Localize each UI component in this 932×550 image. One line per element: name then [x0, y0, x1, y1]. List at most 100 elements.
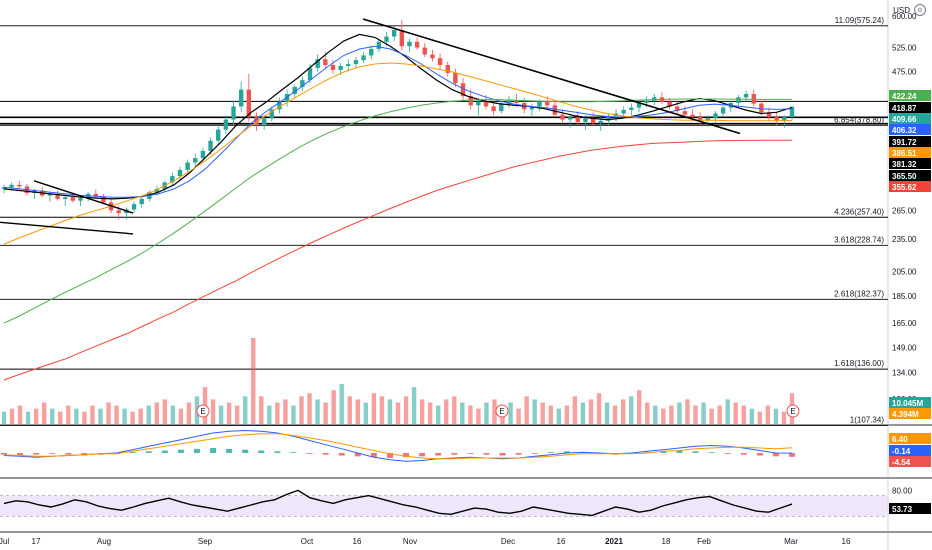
- volume-bar: [717, 405, 722, 424]
- macd-badge-label: -0.14: [892, 447, 911, 456]
- candle-body: [460, 83, 466, 97]
- volume-bar: [492, 399, 497, 424]
- candle-body: [376, 41, 382, 49]
- candle-body: [590, 118, 596, 124]
- volume-bar: [645, 402, 650, 424]
- top-right-controls: USD ⚙: [893, 4, 926, 16]
- date-axis-label: Oct: [301, 537, 314, 546]
- volume-bar: [226, 402, 232, 424]
- candle-body: [307, 67, 313, 81]
- fib-level-label: 4.236(257.40): [834, 207, 884, 216]
- volume-bar: [82, 411, 87, 424]
- date-axis-label: 17: [32, 537, 41, 546]
- candle-body: [300, 80, 305, 87]
- volume-bar: [291, 405, 296, 424]
- earnings-marker-label: E: [790, 407, 795, 416]
- candle-body: [713, 113, 718, 119]
- volume-bar: [387, 399, 393, 424]
- volume-bar: [154, 402, 159, 424]
- macd-histogram-bar: [435, 453, 442, 456]
- moving-average-line: [3, 45, 793, 198]
- price-tick-label: 475.00: [892, 67, 917, 76]
- volume-bar: [709, 408, 714, 424]
- volume-bar: [347, 396, 352, 424]
- price-badge: [889, 124, 931, 135]
- candle-body: [185, 162, 190, 170]
- candle-body: [499, 104, 504, 112]
- candle-body: [116, 210, 121, 214]
- price-badge: [889, 158, 931, 169]
- fib-level-label: 1.618(136.00): [834, 359, 884, 368]
- macd-histogram-bar: [274, 451, 281, 453]
- earnings-marker[interactable]: [786, 404, 800, 418]
- price-badge: [889, 136, 931, 147]
- rsi-badge: [889, 503, 931, 514]
- candle-body: [216, 129, 221, 141]
- volume-bar: [243, 396, 248, 424]
- macd-badge: [889, 433, 931, 444]
- candle-body: [636, 102, 642, 108]
- macd-histogram-bar: [338, 453, 345, 456]
- volume-bar: [572, 396, 578, 424]
- volume-bar: [331, 390, 336, 424]
- volume-bar: [508, 402, 513, 424]
- candle-body: [369, 48, 374, 56]
- price-tick-label: 235.00: [892, 235, 917, 244]
- gear-icon[interactable]: ⚙: [914, 4, 926, 16]
- volume-bar: [74, 408, 79, 424]
- candle-body: [292, 86, 297, 95]
- volume-bar: [379, 396, 385, 424]
- date-axis-label: Mar: [784, 537, 798, 546]
- candle-body: [315, 59, 320, 68]
- price-tick-label: 149.00: [892, 343, 917, 352]
- macd-histogram-bar: [660, 451, 667, 453]
- volume-bar: [138, 408, 143, 424]
- date-axis-label: Jul: [0, 537, 9, 546]
- macd-histogram-bar: [756, 453, 763, 456]
- price-badge-label: 381.32: [892, 160, 917, 169]
- candle-body: [544, 101, 550, 106]
- moving-average-line: [3, 62, 793, 245]
- candle-body: [223, 119, 229, 130]
- rsi-badge-label: 53.73: [892, 505, 913, 514]
- earnings-marker[interactable]: [495, 404, 509, 418]
- macd-histogram-bar: [65, 453, 72, 455]
- macd-histogram-bar: [740, 453, 747, 455]
- volume-bar: [757, 411, 763, 424]
- volume-badge: [889, 397, 931, 408]
- price-tick-label: 600.00: [892, 12, 917, 21]
- macd-histogram-bar: [161, 450, 168, 453]
- macd-histogram-bar: [531, 453, 538, 454]
- candle-body: [583, 118, 588, 123]
- volume-bar: [146, 405, 151, 424]
- macd-histogram-bar: [386, 453, 393, 458]
- price-badge-label: 365.50: [892, 172, 917, 181]
- candle-body: [238, 89, 244, 107]
- price-badge: [889, 181, 931, 192]
- candle-body: [399, 30, 405, 47]
- volume-bar: [25, 411, 31, 424]
- date-axis-label: Dec: [501, 537, 515, 546]
- candle-body: [629, 107, 634, 110]
- volume-bar: [98, 408, 103, 424]
- candle-body: [200, 151, 206, 159]
- fib-level-label: 11.09(575.24): [835, 16, 885, 25]
- currency-label: USD: [893, 5, 910, 15]
- macd-histogram-bar: [403, 453, 410, 458]
- candle-body: [346, 64, 351, 66]
- candle-body: [353, 60, 359, 65]
- candle-body: [736, 97, 741, 103]
- candle-body: [63, 197, 68, 199]
- candle-body: [567, 117, 573, 120]
- candle-body: [644, 100, 649, 103]
- candle-body: [606, 115, 611, 121]
- candle-body: [407, 41, 412, 47]
- candle-body: [17, 184, 22, 187]
- price-badge-label: 418.87: [892, 104, 917, 113]
- volume-bar: [733, 402, 738, 424]
- macd-histogram-bar: [1, 453, 7, 455]
- earnings-marker[interactable]: [196, 404, 210, 418]
- fib-level-label: 1(107.34): [850, 415, 885, 424]
- candle-body: [154, 188, 160, 193]
